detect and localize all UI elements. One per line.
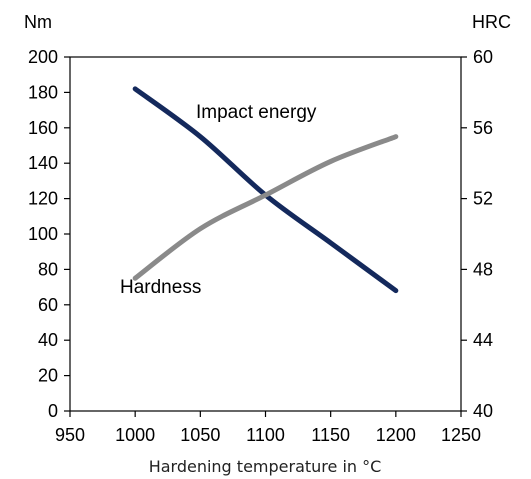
x-tick-label: 1000: [115, 425, 155, 445]
right-y-tick-label: 40: [473, 401, 493, 421]
series-lines: [132, 86, 399, 294]
left-y-tick-label: 180: [28, 82, 58, 102]
right-y-tick-label: 44: [473, 330, 493, 350]
right-y-tick-label: 60: [473, 47, 493, 67]
x-axis-ticks: 950 1000 1050 1100 1150 1200 1250: [55, 411, 481, 445]
right-y-tick-label: 48: [473, 259, 493, 279]
x-tick-label: 1200: [376, 425, 416, 445]
left-y-tick-label: 160: [28, 118, 58, 138]
left-y-axis-ticks: 0 20 40 60 80 100 120 140 160 180 200: [28, 47, 70, 421]
right-axis-unit: HRC: [472, 12, 511, 32]
left-y-tick-label: 80: [38, 259, 58, 279]
left-y-tick-label: 40: [38, 330, 58, 350]
left-y-tick-label: 60: [38, 295, 58, 315]
right-y-axis-ticks: 40 44 48 52 56 60: [461, 47, 493, 421]
right-y-tick-label: 52: [473, 189, 493, 209]
left-y-tick-label: 120: [28, 189, 58, 209]
x-tick-label: 1150: [311, 425, 350, 445]
series-label-impact-energy: Impact energy: [196, 102, 317, 123]
left-y-tick-label: 20: [38, 366, 58, 386]
hardness-line: [132, 134, 399, 281]
x-axis-label: Hardening temperature in °C: [149, 457, 382, 476]
right-y-tick-label: 56: [473, 118, 493, 138]
series-label-hardness: Hardness: [120, 277, 201, 298]
x-tick-label: 1100: [246, 425, 285, 445]
left-y-tick-label: 0: [48, 401, 58, 421]
left-y-tick-label: 140: [28, 153, 58, 173]
left-axis-unit: Nm: [24, 12, 52, 32]
x-tick-label: 1250: [441, 425, 481, 445]
x-tick-label: 1050: [180, 425, 220, 445]
left-y-tick-label: 100: [28, 224, 58, 244]
x-tick-label: 950: [55, 425, 85, 445]
left-y-tick-label: 200: [28, 47, 58, 67]
